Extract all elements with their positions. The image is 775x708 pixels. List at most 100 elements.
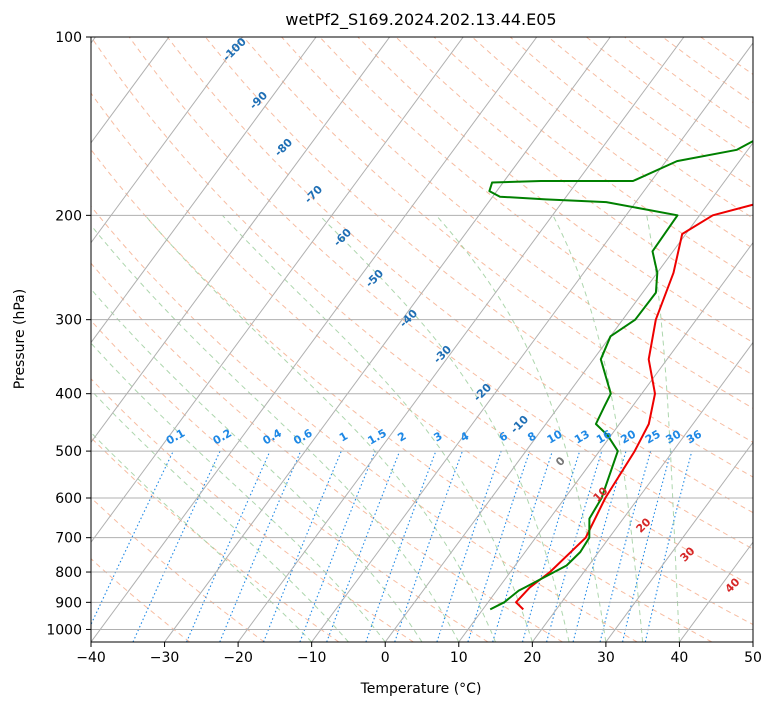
x-tick-label: 20 xyxy=(523,650,541,666)
mixing-ratio-line xyxy=(132,450,221,642)
axes: −40 −30 −20 −10 0 10 20 30 40 5010020030040050060… xyxy=(46,30,762,666)
mixing-ratio-line xyxy=(521,450,581,642)
mixing-ratio-line xyxy=(186,450,271,642)
x-axis-label: Temperature (°C) xyxy=(360,681,482,697)
mixing-ratio-line xyxy=(326,450,401,642)
y-tick-label: 1000 xyxy=(46,622,82,638)
mixing-ratio-label: 3 xyxy=(432,429,445,444)
dry-adiabat xyxy=(91,497,265,642)
x-tick-label: −40 xyxy=(76,650,106,666)
x-tick-label: −30 xyxy=(150,650,180,666)
isotherm-line xyxy=(237,37,685,642)
mixing-ratio-label: 1 xyxy=(337,429,350,444)
mixing-ratio-line xyxy=(262,450,342,642)
mixing-ratio-line xyxy=(299,450,376,642)
dewpoint-profile xyxy=(488,140,753,611)
dry-adiabat xyxy=(91,558,191,642)
x-tick-label: −20 xyxy=(223,650,253,666)
dry-adiabat xyxy=(91,148,713,642)
mixing-ratio-line xyxy=(492,450,553,642)
x-tick-label: 0 xyxy=(381,650,390,666)
dry-adiabat xyxy=(91,37,753,587)
moist-adiabat xyxy=(646,215,680,642)
isotherm-line xyxy=(91,37,317,344)
mixing-ratio-line xyxy=(365,450,437,642)
mixing-ratio-label: 4 xyxy=(458,429,471,444)
x-tick-label: −10 xyxy=(297,650,327,666)
moist-adiabat xyxy=(91,342,386,642)
mixing-ratio-line xyxy=(467,450,531,642)
mixing-ratio-line xyxy=(572,450,627,642)
sounding-profiles xyxy=(488,140,753,611)
moist-adiabat xyxy=(144,214,497,642)
x-tick-label: 50 xyxy=(744,650,762,666)
x-tick-label: 40 xyxy=(671,650,689,666)
dry-adiabat xyxy=(433,37,753,280)
mixing-ratio-label: 36 xyxy=(684,427,704,446)
dry-adiabat xyxy=(662,37,753,103)
mixing-ratio-label: 2 xyxy=(395,429,408,444)
mixing-ratio-label: 0.4 xyxy=(261,426,285,447)
y-tick-label: 900 xyxy=(55,595,82,611)
frost-point-label: -70 xyxy=(302,183,325,206)
isotherm-line xyxy=(531,341,753,642)
isotherm-line xyxy=(91,37,170,144)
dry-adiabat xyxy=(700,37,753,76)
temperature-profile xyxy=(515,203,753,611)
dry-adiabat xyxy=(91,205,638,642)
dry-adiabat xyxy=(547,37,753,190)
mixing-ratio-line xyxy=(599,450,652,642)
isotherm-line xyxy=(91,37,464,544)
y-tick-label: 700 xyxy=(55,531,82,547)
y-tick-label: 500 xyxy=(55,444,82,460)
mixing-ratio-line xyxy=(622,450,672,642)
isotherm-label: 40 xyxy=(723,575,743,595)
moist-adiabat xyxy=(91,431,313,642)
isotherm-label: 30 xyxy=(678,544,698,564)
y-tick-label: 300 xyxy=(55,313,82,329)
mixing-ratio-label: 16 xyxy=(594,427,614,446)
isotherm-line xyxy=(752,641,753,642)
frost-point-label: -40 xyxy=(397,307,420,330)
moist-adiabat xyxy=(319,214,570,642)
gridlines xyxy=(91,37,753,642)
isotherm-label: 20 xyxy=(634,515,654,535)
isotherm-line xyxy=(164,37,611,642)
frost-point-label: -80 xyxy=(272,136,295,159)
moist-adiabat xyxy=(91,389,349,642)
mixing-ratio-label: 0.1 xyxy=(164,426,187,447)
dry-adiabat xyxy=(624,37,753,132)
y-tick-label: 400 xyxy=(55,387,82,403)
frost-point-label: -100 xyxy=(220,35,249,64)
moist-adiabat xyxy=(91,288,423,642)
mixing-ratio-line xyxy=(394,450,463,642)
mixing-ratio-label: 10 xyxy=(545,427,565,446)
isotherm-line xyxy=(605,441,753,642)
x-tick-label: 30 xyxy=(597,650,615,666)
y-tick-label: 100 xyxy=(55,30,82,46)
dry-adiabat xyxy=(91,262,563,642)
y-axis-label: Pressure (hPa) xyxy=(12,289,28,389)
x-tick-label: 10 xyxy=(450,650,468,666)
mixing-ratio-label: 30 xyxy=(663,427,683,446)
isotherm-label: 10 xyxy=(591,484,611,504)
isotherm-line xyxy=(91,37,391,444)
dry-adiabat xyxy=(471,37,753,250)
isotherm-line xyxy=(91,37,243,244)
mixing-ratio-label: 0.2 xyxy=(211,426,234,447)
dry-adiabat xyxy=(166,37,753,514)
dry-adiabat xyxy=(91,378,414,642)
plot-frame xyxy=(90,36,754,643)
mixing-ratio-label: 6 xyxy=(497,429,510,444)
line-labels: -100-90-80-70-60-50-40-30-20-100.1 0.2 0.4… xyxy=(164,35,743,596)
mixing-ratio-label: 0.6 xyxy=(291,426,315,447)
chart-title: wetPf2_S169.2024.202.13.44.E05 xyxy=(285,10,556,30)
dry-adiabat xyxy=(91,92,753,626)
frost-point-label: -60 xyxy=(331,226,354,249)
mixing-ratio-line xyxy=(219,450,302,642)
isotherm-label: 0 xyxy=(553,454,568,469)
dry-adiabat xyxy=(395,37,753,312)
dry-adiabat xyxy=(243,37,753,443)
moist-adiabat xyxy=(435,214,607,642)
